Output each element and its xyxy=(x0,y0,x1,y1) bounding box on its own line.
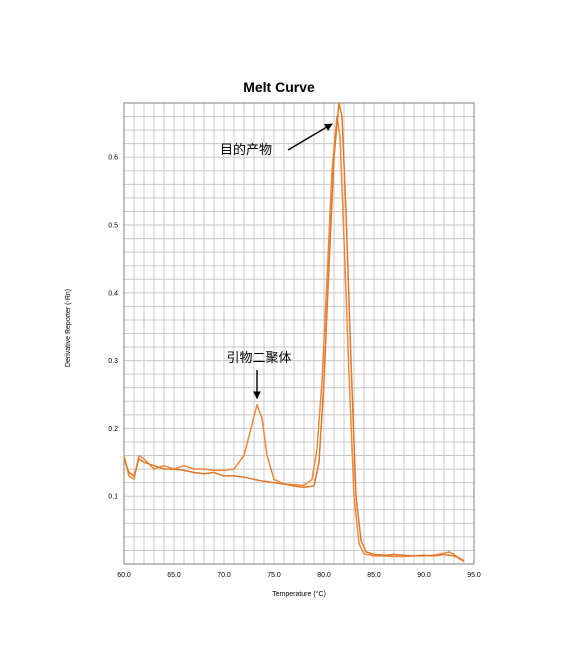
series-line-2 xyxy=(123,102,465,562)
y-tick-label: 0.1 xyxy=(108,494,118,501)
chart-series xyxy=(123,102,465,562)
chart-gridlines xyxy=(124,103,474,564)
series-line-1 xyxy=(123,115,465,562)
annotation-arrow xyxy=(287,123,333,151)
y-tick-label: 0.3 xyxy=(108,358,118,365)
x-tick-label: 70.0 xyxy=(217,572,231,579)
x-tick-label: 90.0 xyxy=(417,572,431,579)
axis-ticks: 60.0 65.0 70.0 75.0 80.0 85.0 90.0 95.0 0.1 0.2 0.… xyxy=(108,155,481,579)
x-tick-label: 95.0 xyxy=(467,572,481,579)
x-tick-label: 75.0 xyxy=(267,572,281,579)
plot-frame xyxy=(123,102,475,565)
x-tick-label: 80.0 xyxy=(317,572,331,579)
y-tick-label: 0.5 xyxy=(108,223,118,230)
annotation-label: 目的产物 xyxy=(220,142,272,158)
x-axis-label: Temperature (°C) xyxy=(272,590,326,598)
chart-title: Melt Curve xyxy=(243,79,315,95)
y-tick-label: 0.4 xyxy=(108,290,118,297)
y-tick-label: 0.6 xyxy=(108,155,118,162)
annotation-label: 引物二聚体 xyxy=(226,351,291,366)
y-axis-label: Derivative Reporter (-Rn) xyxy=(65,289,72,367)
x-tick-label: 85.0 xyxy=(367,572,381,579)
x-tick-label: 65.0 xyxy=(167,572,181,579)
y-tick-label: 0.2 xyxy=(108,426,118,433)
x-tick-label: 60.0 xyxy=(117,572,131,579)
